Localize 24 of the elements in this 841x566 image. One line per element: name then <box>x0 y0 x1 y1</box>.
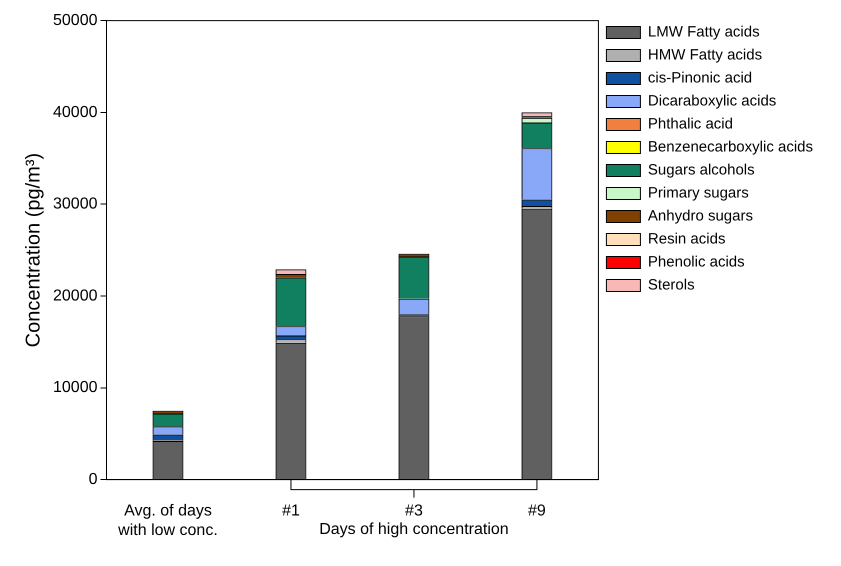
legend-label: Phenolic acids <box>648 254 745 271</box>
y-tick-label: 30000 <box>52 196 98 213</box>
x-tick-label: #9 <box>528 502 546 520</box>
x-tick-label: Avg. of days with low conc. <box>117 502 218 539</box>
x-tick-label: #1 <box>282 502 300 520</box>
y-tick-label: 20000 <box>52 287 98 304</box>
legend-label: Anhydro sugars <box>648 208 753 225</box>
legend-label: Phthalic acid <box>648 116 733 133</box>
y-tick-label: 40000 <box>52 104 98 121</box>
legend-label: HMW Fatty acids <box>648 46 762 64</box>
legend-label: Sterols <box>648 276 695 294</box>
legend-label: Dicaraboxylic acids <box>648 92 776 110</box>
legend-label: cis-Pinonic acid <box>648 70 752 87</box>
legend-label: Benzenecarboxylic acids <box>648 138 814 156</box>
legend-label: Sugars alcohols <box>648 162 755 179</box>
y-axis-title: Concentration (pg/m³) <box>22 152 45 348</box>
legend-label: LMW Fatty acids <box>648 24 760 41</box>
y-tick-label: 50000 <box>52 12 98 30</box>
y-tick-label: 10000 <box>52 379 98 396</box>
legend-label: Primary sugars <box>648 184 749 202</box>
legend-label: Resin acids <box>648 230 726 248</box>
y-tick-label: 0 <box>88 471 98 488</box>
x-tick-label: #3 <box>405 502 423 520</box>
text: Days of high concentration <box>319 521 509 538</box>
